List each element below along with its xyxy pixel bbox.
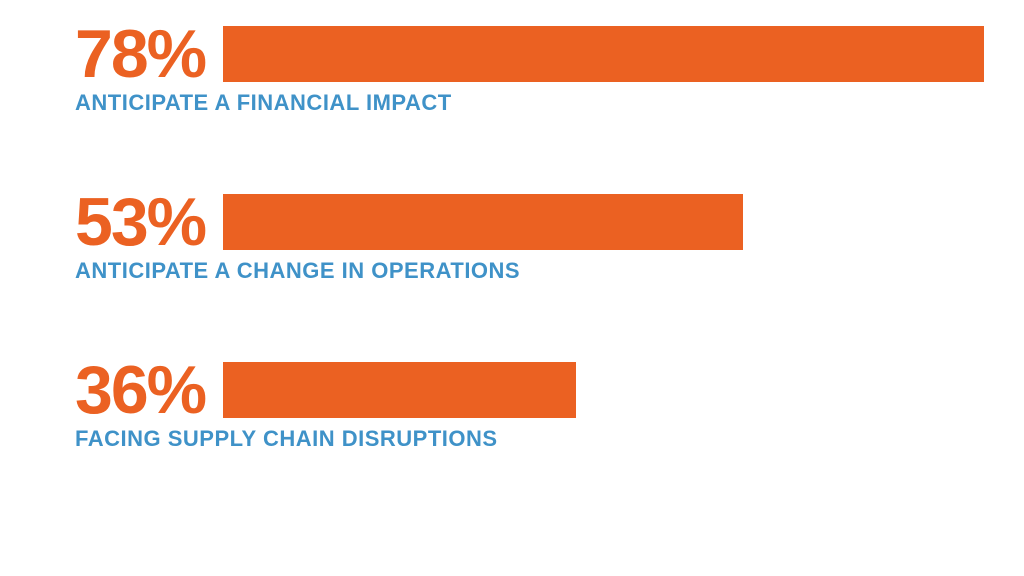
stat-label: FACING SUPPLY CHAIN DISRUPTIONS bbox=[75, 426, 984, 452]
stat-percentage: 53% bbox=[75, 188, 205, 256]
stat-item: 78% ANTICIPATE A FINANCIAL IMPACT bbox=[75, 20, 984, 116]
stat-bar bbox=[223, 362, 576, 418]
stat-item: 53% ANTICIPATE A CHANGE IN OPERATIONS bbox=[75, 188, 984, 284]
stat-label: ANTICIPATE A CHANGE IN OPERATIONS bbox=[75, 258, 984, 284]
stat-row: 36% bbox=[75, 356, 984, 424]
stat-item: 36% FACING SUPPLY CHAIN DISRUPTIONS bbox=[75, 356, 984, 452]
stat-row: 53% bbox=[75, 188, 984, 256]
stat-percentage: 78% bbox=[75, 20, 205, 88]
stat-label: ANTICIPATE A FINANCIAL IMPACT bbox=[75, 90, 984, 116]
stat-row: 78% bbox=[75, 20, 984, 88]
stat-percentage: 36% bbox=[75, 356, 205, 424]
stat-bar bbox=[223, 26, 984, 82]
infographic-bar-chart: 78% ANTICIPATE A FINANCIAL IMPACT 53% AN… bbox=[75, 20, 984, 452]
stat-bar bbox=[223, 194, 743, 250]
